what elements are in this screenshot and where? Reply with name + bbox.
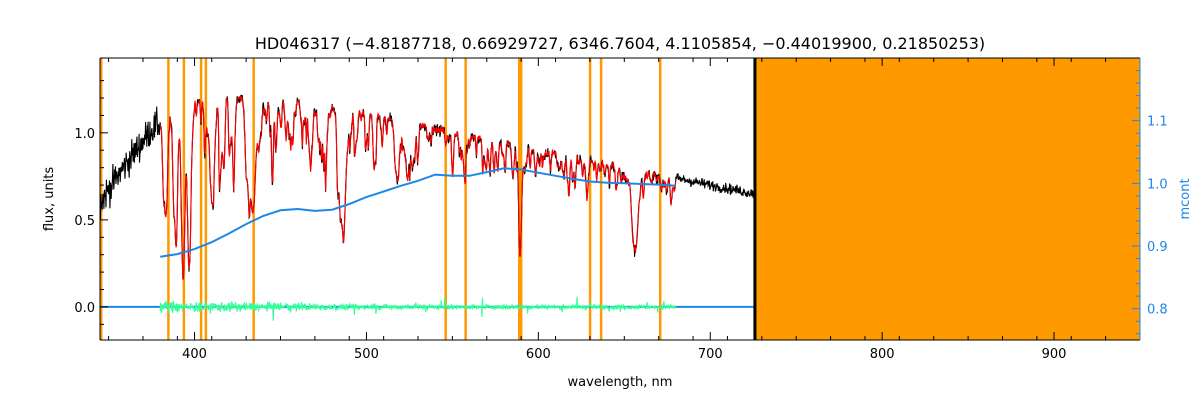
x-tick-label: 900: [1042, 347, 1067, 362]
y2-tick-label: 0.8: [1147, 303, 1168, 318]
series-residual: [159, 296, 677, 321]
y-axis-title: flux, units: [42, 167, 57, 232]
y2-tick-label: 1.0: [1147, 177, 1168, 192]
x-tick-label: 700: [698, 347, 723, 362]
y2-tick-label: 0.9: [1147, 240, 1168, 255]
y2-axis-title: mcont: [1178, 178, 1193, 219]
chart-title: HD046317 (−4.8187718, 0.66929727, 6346.7…: [255, 34, 985, 53]
x-tick-label: 800: [870, 347, 895, 362]
plot-area: [100, 58, 1140, 340]
x-tick-label: 400: [182, 347, 207, 362]
y-tick-label: 1.0: [74, 127, 95, 142]
series-mcont: [160, 167, 676, 258]
masked-region: [754, 58, 1140, 340]
y-tick-label: 0.0: [74, 301, 95, 316]
x-tick-label: 500: [354, 347, 379, 362]
x-axis-title: wavelength, nm: [568, 375, 673, 390]
x-tick-label: 600: [526, 347, 551, 362]
series-model: [159, 95, 677, 280]
y-tick-label: 0.5: [74, 214, 95, 229]
series-observed: [100, 94, 756, 279]
y2-tick-label: 1.1: [1147, 115, 1168, 130]
axes: 400 500 600 700 800 900 0.0 0.5 1.0 0.8 0.9 1.0 1.1: [74, 57, 1168, 362]
